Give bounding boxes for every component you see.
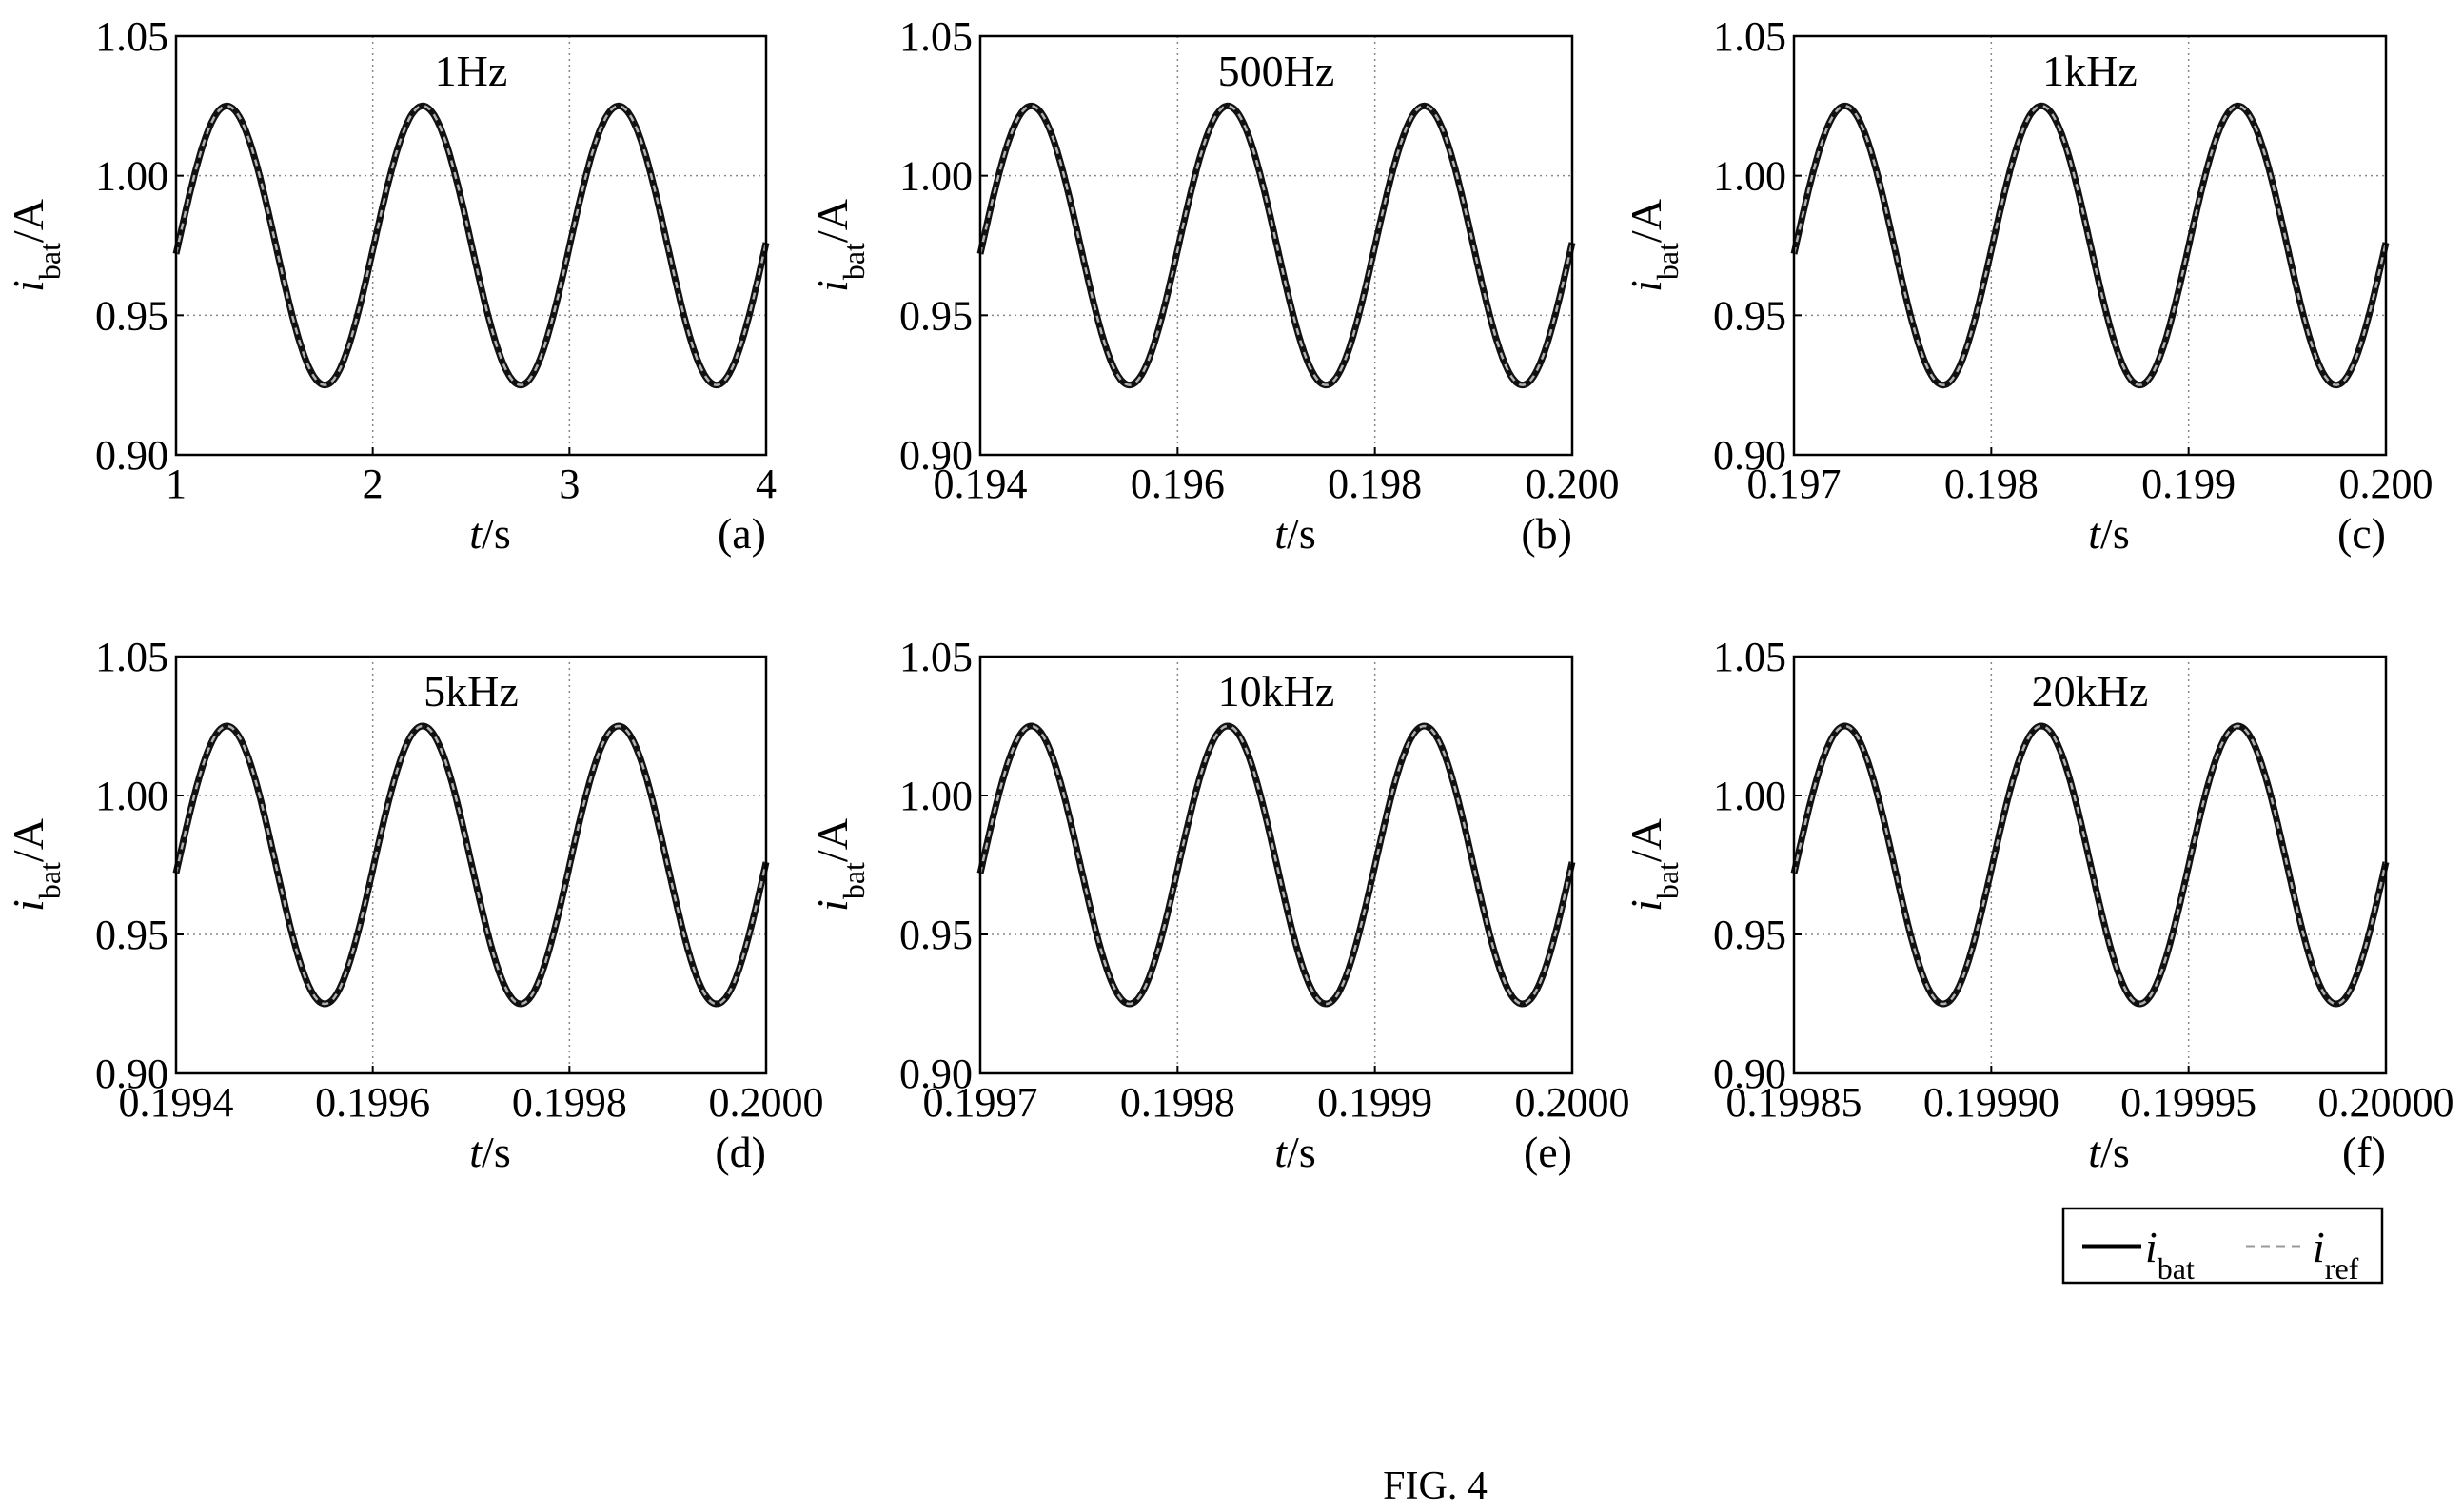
figure-caption: FIG. 4 — [1383, 1464, 1488, 1508]
series-line-i-ref — [1792, 105, 2388, 386]
y-axis-label: ibat/A — [4, 199, 67, 292]
panel-a: 0.90 0.95 1.00 1.05 1 2 3 4 1Hz t/s (a) ibat/A — [4, 13, 777, 558]
y-tick-label: 0.90 — [1713, 1051, 1786, 1097]
y-tick-label: 0.95 — [899, 292, 973, 339]
x-tick-label: 0.1997 — [923, 1079, 1038, 1126]
y-tick-label: 1.05 — [95, 13, 168, 60]
legend-label-i-bat: ibat — [2145, 1223, 2195, 1286]
x-tick-label: 4 — [756, 461, 777, 507]
x-tick-label: 0.1998 — [512, 1079, 627, 1126]
panel-letter: (a) — [718, 509, 766, 558]
y-axis-label: ibat/A — [1622, 818, 1685, 912]
y-tick-label: 1.05 — [1713, 13, 1786, 60]
y-tick-label: 1.05 — [95, 634, 168, 680]
series-line-i-ref — [174, 105, 768, 386]
y-tick-label: 0.90 — [899, 432, 973, 479]
x-tick-label: 0.200 — [1526, 461, 1620, 507]
frequency-label: 1Hz — [435, 47, 508, 95]
panel-letter: (f) — [2342, 1128, 2386, 1176]
y-tick-label: 0.95 — [95, 292, 168, 339]
y-tick-label: 0.90 — [899, 1051, 973, 1097]
panel-letter: (b) — [1521, 509, 1572, 558]
y-tick-label: 1.00 — [1713, 773, 1786, 819]
y-tick-label: 1.00 — [899, 773, 973, 819]
series-line-i-ref — [978, 105, 1574, 386]
x-tick-label: 0.196 — [1131, 461, 1225, 507]
x-tick-label: 0.198 — [1328, 461, 1422, 507]
series-line-i-bat — [976, 722, 1576, 1008]
x-tick-label: 0.194 — [934, 461, 1028, 507]
y-tick-label: 1.05 — [899, 634, 973, 680]
y-tick-label: 0.90 — [95, 432, 168, 479]
y-tick-label: 1.05 — [1713, 634, 1786, 680]
x-tick-label: 0.20000 — [2318, 1079, 2454, 1126]
frequency-label: 20kHz — [2032, 667, 2149, 716]
x-tick-label: 0.197 — [1747, 461, 1842, 507]
x-tick-label: 0.198 — [1944, 461, 2039, 507]
x-tick-label: 2 — [363, 461, 384, 507]
y-axis-label: ibat/A — [808, 818, 871, 912]
x-axis-label: t/s — [1274, 1128, 1315, 1176]
y-axis-label: ibat/A — [1622, 199, 1685, 292]
series-line-i-ref — [1792, 724, 2388, 1006]
y-tick-label: 0.95 — [899, 912, 973, 958]
series-line-i-bat — [172, 722, 770, 1008]
x-tick-label: 0.200 — [2339, 461, 2433, 507]
plot-frame — [1792, 655, 2388, 1075]
panel-c: 0.90 0.95 1.00 1.05 0.197 0.198 0.199 0.200 1kHz… — [1622, 13, 2433, 558]
y-axis-label: ibat/A — [4, 818, 67, 912]
series-line-i-bat — [1790, 722, 2390, 1008]
frequency-label: 5kHz — [424, 667, 519, 716]
y-tick-label: 0.90 — [95, 1051, 168, 1097]
plot-frame — [978, 655, 1574, 1075]
legend-label-i-ref: iref — [2313, 1223, 2359, 1286]
x-axis-label: t/s — [469, 1128, 510, 1176]
x-tick-label: 3 — [559, 461, 580, 507]
panel-b: 0.90 0.95 1.00 1.05 0.194 0.196 0.198 0.200 500H… — [808, 13, 1620, 558]
panel-f: 0.90 0.95 1.00 1.05 0.19985 0.19990 0.19995 0.2… — [1622, 634, 2454, 1176]
panel-letter: (e) — [1524, 1128, 1572, 1176]
x-tick-label: 0.19990 — [1923, 1079, 2059, 1126]
legend: ibat iref — [2061, 1207, 2384, 1286]
y-tick-label: 0.95 — [1713, 912, 1786, 958]
x-tick-label: 0.1998 — [1120, 1079, 1235, 1126]
plot-frame — [174, 34, 768, 457]
x-axis-label: t/s — [1274, 509, 1315, 558]
series-line-i-ref — [174, 724, 768, 1006]
x-tick-label: 1 — [166, 461, 187, 507]
plot-frame — [1792, 34, 2388, 457]
x-tick-label: 0.1994 — [119, 1079, 234, 1126]
plot-frame — [978, 34, 1574, 457]
y-tick-label: 0.90 — [1713, 432, 1786, 479]
y-tick-label: 1.05 — [899, 13, 973, 60]
x-axis-label: t/s — [469, 509, 510, 558]
y-tick-label: 0.95 — [1713, 292, 1786, 339]
x-tick-label: 0.2000 — [1515, 1079, 1630, 1126]
x-axis-label: t/s — [2088, 1128, 2129, 1176]
series-line-i-ref — [978, 724, 1574, 1006]
plot-frame — [174, 655, 768, 1075]
panel-letter: (d) — [715, 1128, 766, 1176]
frequency-label: 10kHz — [1218, 667, 1335, 716]
frequency-label: 1kHz — [2042, 47, 2138, 95]
y-tick-label: 1.00 — [95, 773, 168, 819]
x-axis-label: t/s — [2088, 509, 2129, 558]
panel-letter: (c) — [2337, 509, 2386, 558]
frequency-label: 500Hz — [1218, 47, 1335, 95]
panel-d: 0.90 0.95 1.00 1.05 0.1994 0.1996 0.1998 0.2000… — [4, 634, 824, 1176]
y-tick-label: 1.00 — [1713, 153, 1786, 200]
y-axis-label: ibat/A — [808, 199, 871, 292]
y-tick-label: 1.00 — [899, 153, 973, 200]
y-tick-label: 0.95 — [95, 912, 168, 958]
x-tick-label: 0.19985 — [1726, 1079, 1862, 1126]
panel-e: 0.90 0.95 1.00 1.05 0.1997 0.1998 0.1999 0.2000… — [808, 634, 1630, 1176]
x-tick-label: 0.2000 — [709, 1079, 824, 1126]
x-tick-label: 0.1996 — [315, 1079, 430, 1126]
x-tick-label: 0.19995 — [2120, 1079, 2256, 1126]
y-tick-label: 1.00 — [95, 153, 168, 200]
x-tick-label: 0.1999 — [1317, 1079, 1432, 1126]
x-tick-label: 0.199 — [2141, 461, 2236, 507]
